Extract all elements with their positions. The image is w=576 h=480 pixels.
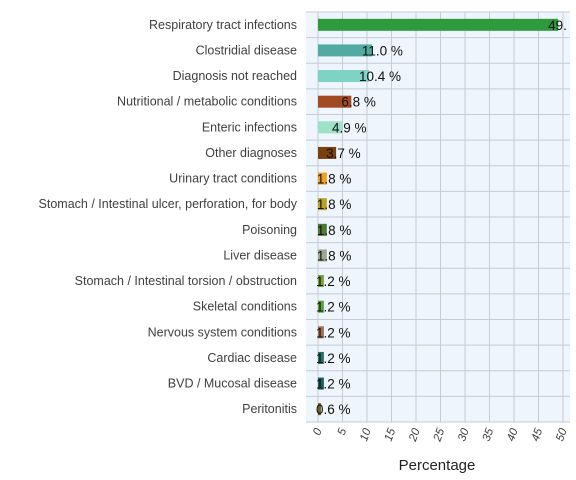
x-tick-label: 35 bbox=[481, 426, 497, 443]
x-tick-label: 15 bbox=[383, 426, 399, 443]
category-label: Nutritional / metabolic conditions bbox=[117, 95, 297, 109]
x-tick-label: 40 bbox=[505, 426, 521, 443]
category-label: Skeletal conditions bbox=[193, 300, 297, 314]
category-label: Stomach / Intestinal torsion / obstructi… bbox=[75, 274, 297, 288]
data-label: 0.6 % bbox=[316, 402, 351, 417]
x-tick-label: 45 bbox=[530, 426, 546, 443]
category-label: Other diagnoses bbox=[205, 146, 297, 160]
category-label: Respiratory tract infections bbox=[149, 18, 297, 32]
bar bbox=[318, 18, 559, 31]
data-label: 1.8 % bbox=[317, 172, 352, 187]
data-label: 3.7 % bbox=[326, 146, 361, 161]
bar bbox=[318, 275, 324, 288]
bar bbox=[318, 172, 327, 185]
category-label: Poisoning bbox=[242, 223, 297, 237]
category-label: Urinary tract conditions bbox=[169, 172, 297, 186]
x-tick-labels: 0 5 10 15 20 25 30 35 40 45 50 bbox=[311, 426, 570, 444]
bar bbox=[318, 223, 327, 236]
data-label: 49. bbox=[548, 18, 567, 33]
bar bbox=[318, 146, 337, 159]
x-tick-label: 50 bbox=[554, 426, 570, 443]
x-tick-label: 25 bbox=[431, 426, 447, 444]
data-label: 4.9 % bbox=[332, 120, 367, 135]
bar bbox=[318, 121, 343, 134]
x-tick-label: 10 bbox=[358, 426, 374, 443]
x-tick-label: 0 bbox=[311, 426, 325, 437]
data-label: 1.8 % bbox=[317, 197, 352, 212]
category-labels: Respiratory tract infections Clostridial … bbox=[39, 18, 298, 416]
bar bbox=[318, 249, 327, 262]
data-label: 1.2 % bbox=[316, 377, 351, 392]
category-label: Enteric infections bbox=[202, 120, 297, 134]
category-label: BVD / Mucosal disease bbox=[168, 377, 297, 391]
data-label: 6.8 % bbox=[341, 95, 376, 110]
category-label: Liver disease bbox=[223, 248, 297, 262]
bars bbox=[318, 18, 559, 416]
bar bbox=[318, 70, 369, 83]
bar bbox=[318, 326, 324, 339]
data-label: 10.4 % bbox=[359, 69, 401, 84]
bar bbox=[318, 351, 324, 364]
category-label: Nervous system conditions bbox=[148, 325, 297, 339]
x-tick-label: 30 bbox=[456, 426, 472, 443]
data-label: 1.8 % bbox=[317, 248, 352, 263]
category-label: Peritonitis bbox=[242, 402, 297, 416]
bar bbox=[318, 95, 352, 108]
data-label: 1.8 % bbox=[317, 223, 352, 238]
x-axis-title: Percentage bbox=[399, 457, 476, 474]
data-label: 1.2 % bbox=[316, 325, 351, 340]
bar bbox=[318, 44, 372, 57]
bar bbox=[318, 198, 327, 211]
data-label: 1.2 % bbox=[316, 300, 351, 315]
data-labels: 49. 11.0 % 10.4 % 6.8 % 4.9 % 3.7 % 1.8 % 1.8 %… bbox=[316, 18, 567, 417]
x-tick-label: 5 bbox=[336, 426, 350, 437]
category-label: Cardiac disease bbox=[207, 351, 297, 365]
data-label: 11.0 % bbox=[362, 43, 403, 58]
bar bbox=[318, 403, 321, 416]
category-label: Stomach / Intestinal ulcer, perforation,… bbox=[39, 197, 298, 211]
data-label: 1.2 % bbox=[316, 351, 351, 366]
bar bbox=[318, 377, 324, 390]
bar bbox=[318, 300, 324, 313]
category-label: Diagnosis not reached bbox=[173, 69, 297, 83]
category-label: Clostridial disease bbox=[196, 43, 297, 57]
data-label: 1.2 % bbox=[316, 274, 351, 289]
x-tick-label: 20 bbox=[407, 426, 423, 444]
